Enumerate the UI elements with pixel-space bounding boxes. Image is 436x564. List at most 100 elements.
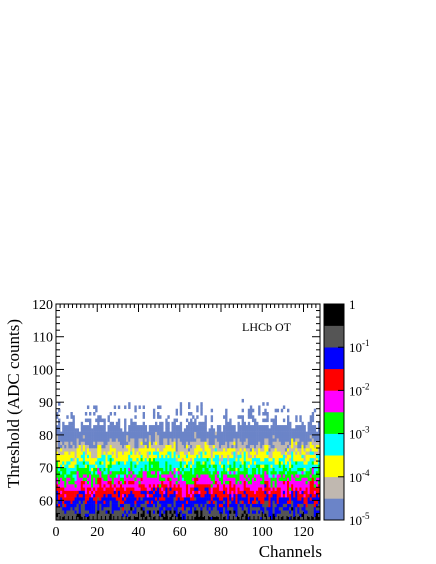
heatmap-cell (231, 513, 234, 518)
heatmap-cell (305, 516, 308, 521)
heatmap-cell (134, 441, 137, 446)
heatmap-cell (313, 513, 317, 518)
heatmap-cell (62, 464, 65, 468)
heatmap-cell (270, 513, 273, 518)
heatmap-cell (315, 461, 319, 465)
heatmap-cell (233, 454, 236, 459)
heatmap-cell (140, 474, 143, 478)
heatmap-cell (218, 474, 222, 478)
heatmap-cell (93, 484, 96, 488)
heatmap-cell (56, 461, 59, 465)
heatmap-cell (235, 493, 238, 498)
heatmap-cell (303, 470, 306, 475)
heatmap-cell (132, 503, 135, 508)
heatmap-cell (315, 487, 319, 491)
heatmap-cell (122, 431, 125, 436)
heatmap-cell (268, 457, 271, 462)
heatmap-cell (68, 467, 71, 472)
heatmap-cell (152, 438, 156, 442)
heatmap-cell (287, 503, 290, 508)
heatmap-cell (293, 434, 296, 439)
heatmap-cell (93, 477, 96, 482)
heatmap-cell (218, 428, 222, 432)
heatmap-cell (282, 405, 286, 410)
heatmap-cell (82, 506, 86, 511)
heatmap-cell (311, 484, 315, 488)
heatmap-cell (82, 467, 86, 472)
heatmap-cell (138, 503, 141, 508)
heatmap-cell (152, 484, 156, 488)
heatmap-cell (233, 438, 236, 442)
heatmap-cell (289, 464, 292, 468)
heatmap-cell (175, 444, 178, 449)
heatmap-cell (301, 510, 304, 514)
heatmap-cell (136, 474, 139, 478)
heatmap-cell (124, 470, 127, 475)
heatmap-cell (91, 484, 94, 488)
heatmap-cell (60, 438, 63, 442)
heatmap-cell (91, 434, 94, 439)
heatmap-cell (256, 503, 259, 508)
heatmap-cell (192, 516, 195, 521)
heatmap-cell (214, 510, 218, 514)
heatmap-cell (239, 461, 242, 465)
heatmap-cell (101, 418, 104, 423)
heatmap-cell (317, 497, 321, 501)
heatmap-cell (70, 461, 73, 465)
heatmap-cell (173, 454, 176, 459)
heatmap-cell (68, 474, 71, 478)
heatmap-cell (68, 493, 71, 498)
heatmap-cell (167, 461, 170, 465)
heatmap-cell (148, 434, 152, 439)
heatmap-cell (58, 421, 61, 426)
heatmap-cell (95, 477, 98, 482)
heatmap-cell (60, 490, 63, 495)
heatmap-cell (287, 490, 290, 495)
heatmap-cell (254, 457, 257, 462)
heatmap-cell (212, 503, 216, 508)
heatmap-cell (167, 434, 170, 439)
heatmap-cell (76, 487, 79, 491)
heatmap-cell (150, 464, 154, 468)
heatmap-cell (190, 510, 193, 514)
heatmap-cell (161, 503, 164, 508)
heatmap-cell (272, 477, 275, 482)
heatmap-cell (284, 510, 288, 514)
heatmap-cell (258, 487, 261, 491)
heatmap-cell (84, 503, 88, 508)
heatmap-cell (150, 454, 154, 459)
heatmap-cell (188, 451, 191, 455)
heatmap-cell (293, 480, 296, 485)
heatmap-cell (190, 454, 193, 459)
heatmap-cell (245, 441, 249, 446)
heatmap-cell (111, 506, 115, 511)
heatmap-cell (194, 477, 197, 482)
heatmap-cell (206, 434, 209, 439)
heatmap-cell (132, 470, 135, 475)
heatmap-cell (171, 457, 174, 462)
heatmap-cell (152, 477, 156, 482)
heatmap-cell (297, 451, 300, 455)
heatmap-cell (206, 516, 209, 521)
heatmap-cell (206, 451, 209, 455)
heatmap-cell (76, 513, 79, 518)
heatmap-cell (260, 461, 263, 465)
heatmap-cell (134, 405, 137, 410)
heatmap-cell (284, 461, 288, 465)
heatmap-cell (299, 438, 302, 442)
heatmap-cell (138, 484, 141, 488)
heatmap-cell (122, 474, 125, 478)
heatmap-cell (107, 415, 110, 419)
heatmap-cell (229, 480, 232, 485)
heatmap-cell (117, 474, 121, 478)
heatmap-cell (229, 461, 232, 465)
heatmap-cell (173, 477, 176, 482)
heatmap-cell (64, 457, 67, 462)
heatmap-cell (317, 464, 321, 468)
heatmap-cell (119, 497, 123, 501)
heatmap-cell (130, 454, 133, 459)
heatmap-cell (64, 461, 67, 465)
heatmap-cell (111, 428, 115, 432)
heatmap-cell (262, 464, 265, 468)
heatmap-cell (249, 467, 253, 472)
